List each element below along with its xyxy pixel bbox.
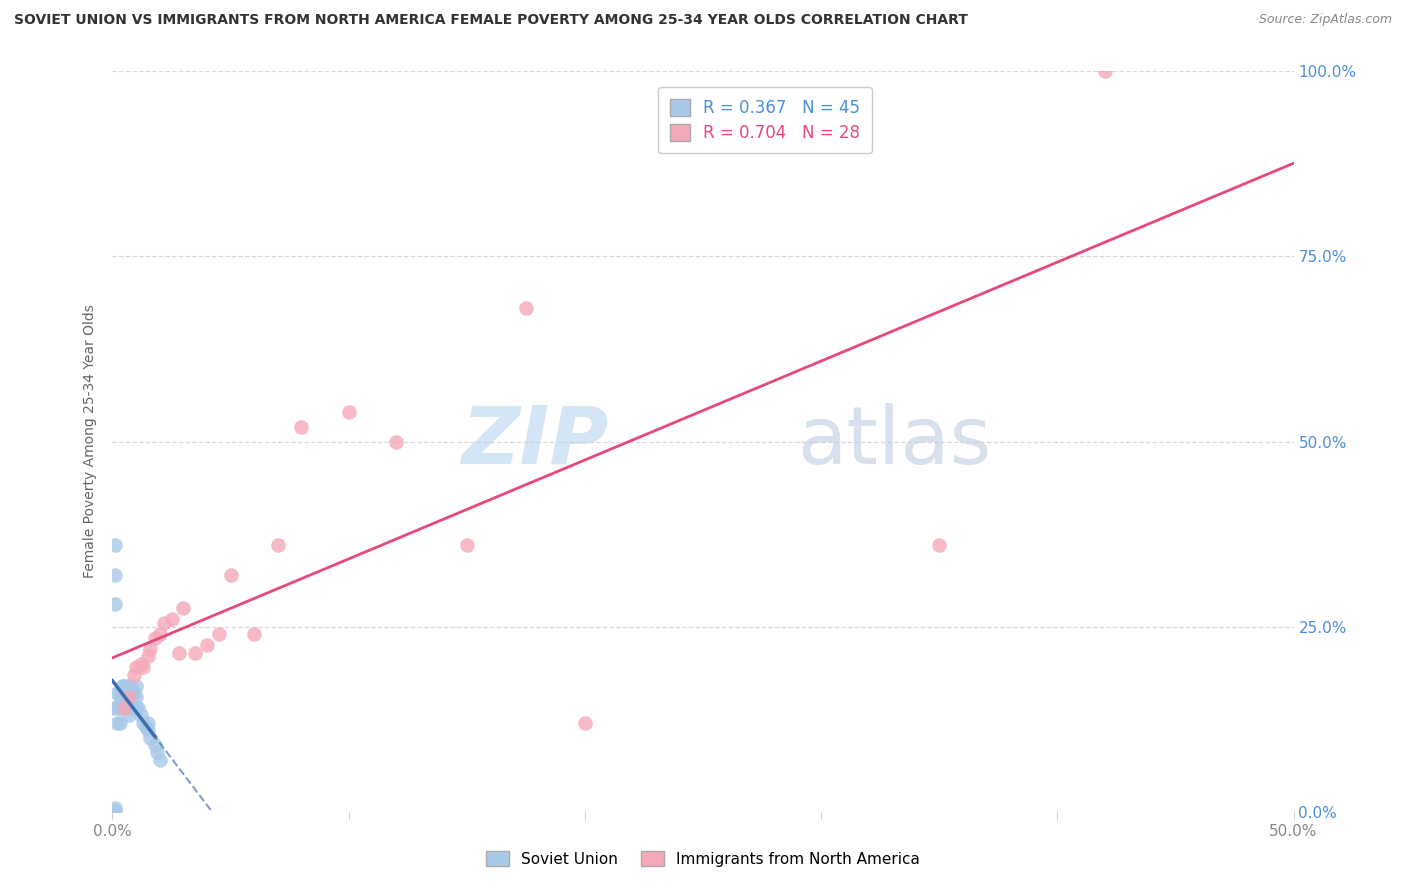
Point: [108, 690, 131, 704]
Point: [515, 301, 537, 316]
Text: SOVIET UNION VS IMMIGRANTS FROM NORTH AMERICA FEMALE POVERTY AMONG 25-34 YEAR OL: SOVIET UNION VS IMMIGRANTS FROM NORTH AM…: [14, 13, 967, 28]
Point: [132, 715, 155, 730]
Point: [385, 434, 408, 449]
Text: ZIP: ZIP: [461, 402, 609, 481]
Point: [208, 627, 231, 641]
Point: [139, 731, 162, 745]
Point: [118, 690, 141, 704]
Point: [184, 646, 207, 660]
Point: [112, 690, 135, 704]
Y-axis label: Female Poverty Among 25-34 Year Olds: Female Poverty Among 25-34 Year Olds: [83, 304, 97, 579]
Point: [122, 667, 145, 681]
Point: [115, 679, 138, 693]
Point: [1094, 64, 1116, 78]
Text: Source: ZipAtlas.com: Source: ZipAtlas.com: [1258, 13, 1392, 27]
Point: [195, 638, 218, 652]
Point: [139, 641, 162, 656]
Point: [267, 538, 290, 552]
Point: [160, 612, 183, 626]
Point: [143, 631, 166, 645]
Point: [120, 701, 142, 715]
Point: [149, 627, 172, 641]
Point: [118, 686, 141, 700]
Point: [146, 746, 169, 760]
Point: [172, 601, 194, 615]
Point: [136, 715, 159, 730]
Point: [129, 708, 152, 723]
Point: [125, 660, 148, 674]
Point: [108, 701, 131, 715]
Text: atlas: atlas: [797, 402, 991, 481]
Point: [105, 686, 128, 700]
Point: [112, 701, 135, 715]
Point: [104, 567, 127, 582]
Point: [111, 679, 134, 693]
Point: [104, 801, 127, 815]
Point: [125, 690, 148, 704]
Point: [135, 720, 157, 734]
Point: [153, 615, 176, 630]
Point: [122, 701, 145, 715]
Point: [167, 646, 190, 660]
Point: [149, 753, 172, 767]
Point: [456, 538, 478, 552]
Point: [111, 686, 134, 700]
Point: [105, 715, 128, 730]
Point: [125, 701, 148, 715]
Point: [101, 701, 124, 715]
Point: [337, 405, 360, 419]
Point: [104, 804, 127, 818]
Point: [115, 686, 138, 700]
Point: [129, 657, 152, 671]
Point: [136, 723, 159, 738]
Point: [111, 690, 134, 704]
Point: [118, 708, 141, 723]
Point: [127, 701, 149, 715]
Point: [122, 686, 145, 700]
Point: [104, 598, 127, 612]
Point: [290, 419, 312, 434]
Point: [108, 715, 131, 730]
Point: [108, 686, 131, 700]
Legend: Soviet Union, Immigrants from North America: Soviet Union, Immigrants from North Amer…: [478, 843, 928, 874]
Point: [136, 649, 159, 664]
Point: [219, 567, 242, 582]
Point: [104, 538, 127, 552]
Point: [928, 538, 950, 552]
Point: [120, 690, 142, 704]
Point: [243, 627, 266, 641]
Point: [125, 679, 148, 693]
Point: [105, 701, 128, 715]
Point: [112, 679, 135, 693]
Point: [120, 679, 142, 693]
Point: [115, 690, 138, 704]
Point: [574, 715, 596, 730]
Point: [118, 690, 141, 704]
Point: [118, 679, 141, 693]
Point: [132, 660, 155, 674]
Point: [143, 738, 166, 752]
Point: [111, 701, 134, 715]
Point: [112, 701, 135, 715]
